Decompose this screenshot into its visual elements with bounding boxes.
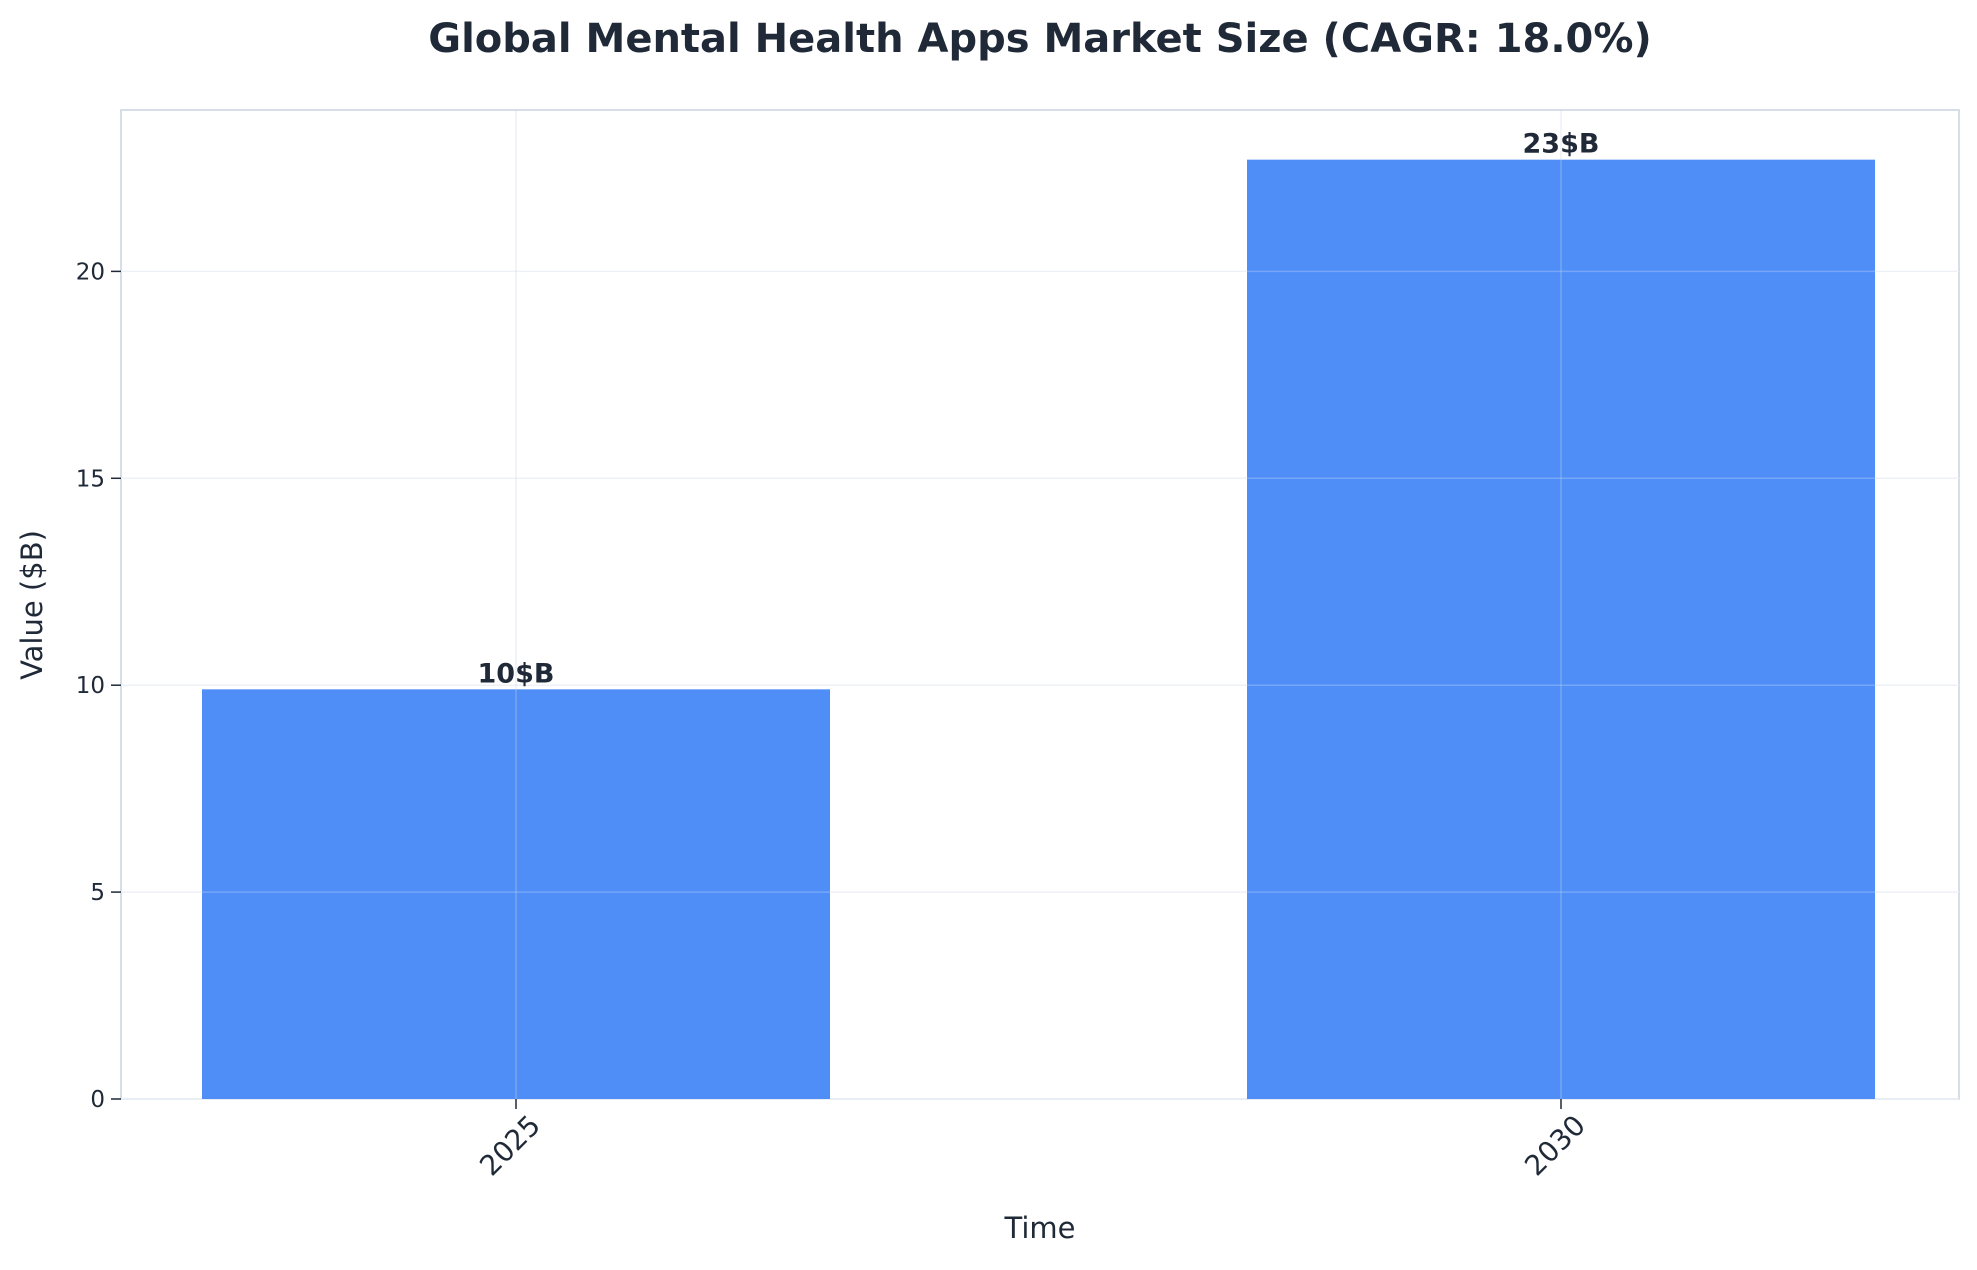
bars xyxy=(202,159,1875,1099)
y-tick-label: 20 xyxy=(76,259,105,285)
x-tick-label: 2025 xyxy=(473,1109,547,1183)
vertical-grid-lines xyxy=(202,110,1875,1099)
bar-2025 xyxy=(202,689,830,1099)
x-axis-label: Time xyxy=(1004,1211,1076,1245)
bar-data-label: 23$B xyxy=(1523,129,1600,160)
y-tick-label: 0 xyxy=(90,1087,105,1113)
x-tick-label: 2030 xyxy=(1518,1109,1592,1183)
bar-2030 xyxy=(1247,159,1875,1099)
chart-title: Global Mental Health Apps Market Size (C… xyxy=(428,16,1652,62)
x-axis: 2025 2030 xyxy=(473,1099,1592,1182)
y-axis: 0 5 10 15 20 xyxy=(76,259,121,1113)
y-tick-label: 10 xyxy=(76,673,105,699)
y-tick-label: 5 xyxy=(90,880,105,906)
bar-data-labels: 10$B 23$B xyxy=(478,129,1600,690)
y-tick-label: 15 xyxy=(76,466,105,492)
bar-data-label: 10$B xyxy=(478,658,555,689)
y-axis-label: Value ($B) xyxy=(15,530,49,680)
